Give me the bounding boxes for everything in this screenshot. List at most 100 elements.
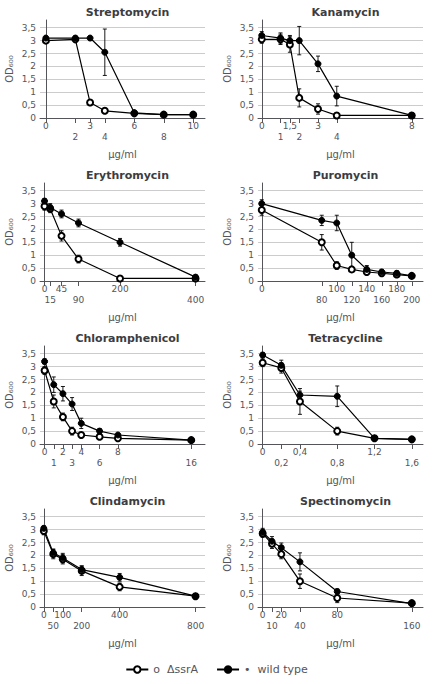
svg-text:0: 0 — [248, 439, 254, 449]
svg-text:3,5: 3,5 — [240, 186, 254, 196]
svg-text:1,5: 1,5 — [240, 563, 254, 573]
svg-text:2,5: 2,5 — [240, 49, 254, 59]
svg-text:0,5: 0,5 — [240, 426, 254, 436]
svg-text:1: 1 — [30, 250, 36, 260]
svg-text:3,5: 3,5 — [22, 23, 36, 33]
svg-text:3: 3 — [248, 362, 254, 372]
svg-text:160: 160 — [403, 621, 420, 631]
svg-text:10: 10 — [187, 121, 199, 131]
svg-text:Kanamycin: Kanamycin — [312, 6, 380, 19]
svg-text:1,5: 1,5 — [240, 74, 254, 84]
svg-text:3,5: 3,5 — [240, 349, 254, 359]
svg-text:6: 6 — [97, 458, 103, 468]
svg-text:0: 0 — [248, 602, 254, 612]
svg-text:16: 16 — [186, 458, 198, 468]
svg-text:0,8: 0,8 — [330, 458, 345, 468]
svg-text:1: 1 — [30, 87, 36, 97]
svg-text:160: 160 — [373, 295, 390, 305]
svg-text:3: 3 — [30, 199, 36, 209]
svg-text:0,5: 0,5 — [22, 100, 36, 110]
svg-text:μg/ml: μg/ml — [326, 149, 355, 160]
svg-text:μg/ml: μg/ml — [108, 475, 137, 486]
svg-text:40: 40 — [294, 621, 306, 631]
svg-text:OD₆₀₀: OD₆₀₀ — [4, 381, 15, 409]
svg-text:3: 3 — [315, 121, 321, 131]
svg-text:20: 20 — [276, 610, 288, 620]
svg-text:μg/ml: μg/ml — [326, 638, 355, 649]
svg-text:1,6: 1,6 — [405, 458, 420, 468]
svg-text:3,5: 3,5 — [240, 23, 254, 33]
svg-text:0: 0 — [259, 121, 265, 131]
svg-text:1: 1 — [248, 576, 254, 586]
svg-text:200: 200 — [403, 295, 420, 305]
svg-text:3,5: 3,5 — [240, 512, 254, 522]
svg-text:Tetracycline: Tetracycline — [308, 332, 383, 345]
svg-text:800: 800 — [187, 621, 204, 631]
svg-text:2: 2 — [30, 387, 36, 397]
svg-text:1: 1 — [248, 413, 254, 423]
svg-text:4: 4 — [334, 132, 340, 142]
svg-text:Puromycin: Puromycin — [313, 169, 379, 182]
svg-text:2,5: 2,5 — [22, 212, 36, 222]
svg-text:1: 1 — [30, 576, 36, 586]
svg-text:• wild type: • wild type — [244, 663, 308, 676]
svg-text:8: 8 — [115, 447, 121, 457]
svg-text:Streptomycin: Streptomycin — [86, 6, 170, 19]
svg-text:0,5: 0,5 — [240, 263, 254, 273]
svg-text:2,5: 2,5 — [240, 375, 254, 385]
svg-text:0: 0 — [248, 113, 254, 123]
svg-text:1,5: 1,5 — [22, 237, 36, 247]
svg-text:0: 0 — [260, 610, 266, 620]
svg-text:3: 3 — [69, 458, 75, 468]
svg-text:3: 3 — [30, 525, 36, 535]
svg-text:400: 400 — [111, 610, 128, 620]
svg-text:2,5: 2,5 — [240, 212, 254, 222]
svg-text:0,5: 0,5 — [22, 263, 36, 273]
svg-text:2: 2 — [30, 224, 36, 234]
svg-text:0,5: 0,5 — [22, 426, 36, 436]
svg-text:45: 45 — [56, 284, 67, 294]
svg-text:OD₆₀₀: OD₆₀₀ — [4, 544, 15, 572]
svg-text:400: 400 — [187, 295, 204, 305]
svg-text:2: 2 — [296, 132, 302, 142]
svg-text:180: 180 — [388, 284, 405, 294]
svg-text:o ΔssrA: o ΔssrA — [153, 663, 198, 676]
svg-text:4: 4 — [102, 132, 108, 142]
svg-text:2: 2 — [248, 224, 254, 234]
svg-text:200: 200 — [111, 284, 128, 294]
svg-text:2,5: 2,5 — [22, 538, 36, 548]
svg-text:1,5: 1,5 — [240, 400, 254, 410]
svg-text:100: 100 — [328, 284, 345, 294]
svg-text:1: 1 — [248, 250, 254, 260]
svg-text:0: 0 — [30, 439, 36, 449]
svg-text:3: 3 — [248, 525, 254, 535]
svg-text:3,5: 3,5 — [22, 512, 36, 522]
svg-text:2: 2 — [30, 61, 36, 71]
svg-text:0: 0 — [42, 284, 48, 294]
svg-text:0,5: 0,5 — [240, 100, 254, 110]
svg-text:0: 0 — [30, 113, 36, 123]
svg-text:μg/ml: μg/ml — [108, 312, 137, 323]
svg-text:140: 140 — [358, 284, 375, 294]
svg-text:4: 4 — [78, 447, 84, 457]
svg-text:OD₆₀₀: OD₆₀₀ — [222, 544, 233, 572]
svg-text:100: 100 — [54, 610, 71, 620]
svg-text:Spectinomycin: Spectinomycin — [300, 495, 391, 508]
svg-text:OD₆₀₀: OD₆₀₀ — [222, 218, 233, 246]
svg-text:3: 3 — [248, 36, 254, 46]
svg-text:1,5: 1,5 — [22, 74, 36, 84]
svg-text:6: 6 — [131, 121, 137, 131]
svg-text:Erythromycin: Erythromycin — [86, 169, 169, 182]
svg-text:1,5: 1,5 — [283, 121, 297, 131]
svg-text:OD₆₀₀: OD₆₀₀ — [222, 381, 233, 409]
svg-text:OD₆₀₀: OD₆₀₀ — [4, 55, 15, 83]
svg-text:0,2: 0,2 — [274, 458, 288, 468]
svg-text:2,5: 2,5 — [240, 538, 254, 548]
svg-text:0: 0 — [260, 447, 266, 457]
svg-text:3,5: 3,5 — [22, 186, 36, 196]
svg-text:μg/ml: μg/ml — [326, 475, 355, 486]
svg-text:8: 8 — [161, 132, 167, 142]
svg-text:0: 0 — [43, 121, 49, 131]
svg-text:2: 2 — [248, 550, 254, 560]
svg-text:Clindamycin: Clindamycin — [90, 495, 166, 508]
